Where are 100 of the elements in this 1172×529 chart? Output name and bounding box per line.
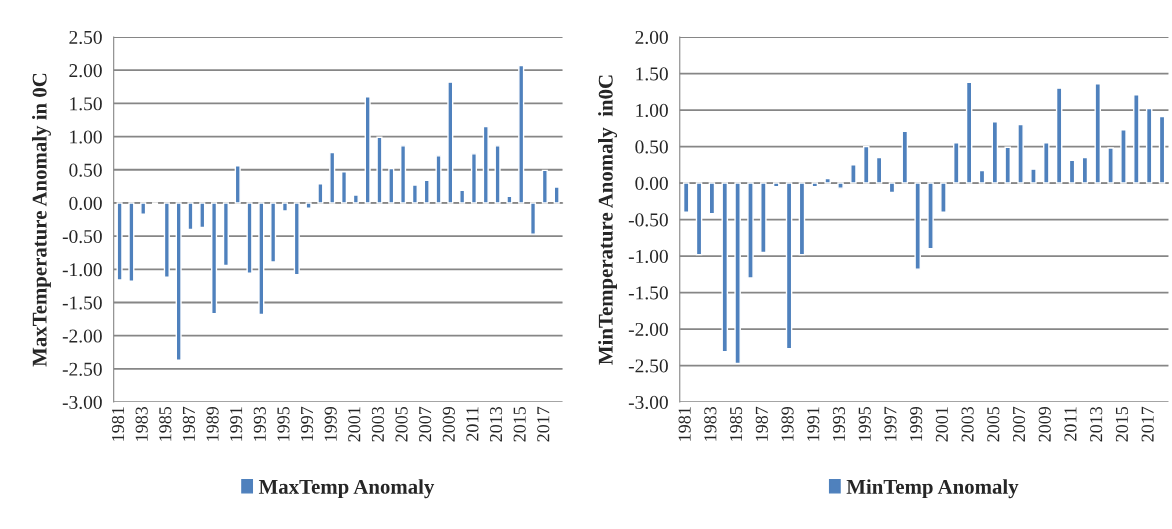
y-tick-label: -2.50 <box>628 359 668 373</box>
x-tick-label: 1981 <box>678 407 691 441</box>
bar <box>888 182 896 194</box>
y-tick-label: -2.00 <box>628 322 668 337</box>
x-tick-label: 1981 <box>111 407 125 441</box>
bar <box>340 171 348 204</box>
bar <box>423 179 430 204</box>
bar <box>721 182 729 353</box>
x-tick-label: 2009 <box>442 406 455 442</box>
x-tick-label: 1987 <box>182 406 195 441</box>
y-tick-label: 2.00 <box>635 30 668 45</box>
x-tick-label: 1983 <box>704 406 717 441</box>
x-tick-label: 1993 <box>253 406 266 441</box>
x-tick-label: 2001 <box>935 407 948 442</box>
bar <box>1055 87 1063 184</box>
bar <box>1120 129 1127 184</box>
bar <box>352 194 359 204</box>
bar <box>940 182 947 213</box>
bar <box>447 81 454 204</box>
bar <box>400 145 407 204</box>
y-axis-title: MinTemperature Anomaly in0C <box>598 75 618 365</box>
bar <box>293 202 300 276</box>
bar <box>470 153 478 204</box>
y-tick-label: -2.50 <box>62 362 102 376</box>
x-tick-label: 1993 <box>832 406 846 441</box>
y-tick-label: -2.00 <box>62 329 102 343</box>
bar <box>258 202 265 316</box>
bar <box>850 164 857 184</box>
bar <box>837 182 844 189</box>
x-tick-label: 1997 <box>884 406 897 441</box>
y-tick-label: 1.50 <box>636 67 668 81</box>
bar <box>862 145 870 184</box>
bar <box>695 182 703 256</box>
legend-label: MinTemp Anomaly <box>846 479 1019 499</box>
bar <box>376 136 383 204</box>
bar <box>798 182 806 256</box>
bar <box>305 202 312 209</box>
bar <box>281 202 289 212</box>
x-tick-label: 1991 <box>230 407 243 441</box>
x-tick-label: 1989 <box>781 406 794 441</box>
bar <box>811 182 819 188</box>
bar <box>747 182 754 279</box>
y-tick-label: 0.50 <box>69 163 102 177</box>
bar <box>978 169 986 184</box>
bar <box>760 182 767 254</box>
bar <box>875 156 883 184</box>
bar <box>1043 142 1050 184</box>
x-tick-label: 2015 <box>1115 406 1128 442</box>
bar <box>541 169 548 204</box>
bar <box>494 145 501 204</box>
bar <box>211 202 218 315</box>
y-tick-label: -3.00 <box>628 395 668 410</box>
x-tick-label: 1995 <box>277 406 290 441</box>
x-tick-label: 2015 <box>513 406 526 442</box>
bar <box>388 167 395 204</box>
x-tick-label: 2007 <box>419 406 432 442</box>
x-tick-label: 2003 <box>371 406 384 442</box>
bar <box>222 202 229 267</box>
x-tick-label: 2011 <box>1064 407 1077 441</box>
bar <box>364 96 371 204</box>
bar <box>482 125 489 204</box>
bar <box>435 155 442 204</box>
bar <box>1004 146 1011 184</box>
x-tick-label: 2005 <box>395 406 408 442</box>
bar <box>411 184 418 204</box>
y-tick-label: -1.00 <box>62 263 102 277</box>
legend-label: MaxTemp Anomaly <box>258 479 435 499</box>
x-tick-label: 2003 <box>961 406 974 442</box>
x-tick-label: 1985 <box>729 406 743 441</box>
y-tick-label: -0.50 <box>62 229 102 244</box>
bar <box>116 202 123 281</box>
x-tick-label: 1991 <box>807 407 820 441</box>
x-tick-label: 1999 <box>324 406 337 441</box>
y-tick-label: 2.50 <box>69 30 102 45</box>
bar <box>459 189 466 204</box>
y-tick-label: 0.00 <box>635 176 668 191</box>
x-tick-label: 2005 <box>987 406 1000 442</box>
bar <box>1145 107 1153 184</box>
bar <box>927 182 934 250</box>
x-tick-label: 1995 <box>858 406 871 441</box>
y-tick-label: -3.00 <box>62 395 102 410</box>
bar <box>163 202 170 278</box>
y-tick-label: 1.50 <box>70 97 102 111</box>
x-tick-label: 1983 <box>135 406 148 441</box>
y-tick-label: 2.00 <box>69 64 102 78</box>
x-tick-label: 2009 <box>1038 406 1051 442</box>
x-tick-label: 2011 <box>466 407 479 441</box>
bar <box>734 182 741 365</box>
bar <box>991 121 999 184</box>
y-tick-label: -0.50 <box>628 213 668 227</box>
bar <box>1081 156 1089 184</box>
bar <box>506 195 513 204</box>
x-tick-label: 2007 <box>1012 406 1026 442</box>
bar <box>772 182 780 188</box>
x-tick-label: 2001 <box>348 407 361 442</box>
bar <box>1158 115 1166 184</box>
x-tick-label: 1987 <box>755 406 768 441</box>
y-tick-label: 0.00 <box>69 196 102 210</box>
x-tick-label: 2017 <box>537 406 550 442</box>
bar <box>529 202 537 235</box>
